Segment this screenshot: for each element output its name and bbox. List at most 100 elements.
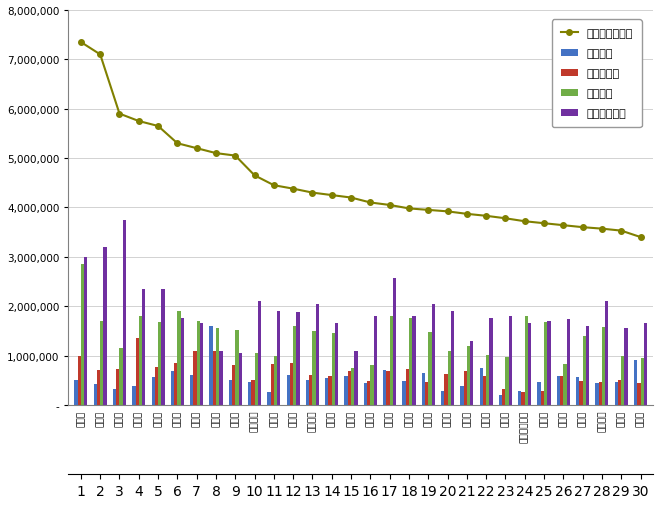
Bar bbox=[537, 382, 541, 405]
Bar bbox=[557, 377, 560, 405]
Bar bbox=[267, 392, 271, 405]
Bar bbox=[583, 336, 586, 405]
브랜드평판지수 bbox=[444, 209, 451, 215]
Bar bbox=[213, 351, 216, 405]
Bar bbox=[483, 376, 486, 405]
Bar bbox=[599, 382, 602, 405]
Bar bbox=[274, 356, 277, 405]
Bar bbox=[100, 321, 104, 405]
브랜드평판지수 bbox=[231, 153, 239, 159]
Bar bbox=[393, 278, 396, 405]
Bar bbox=[412, 317, 416, 405]
브랜드평판지수 bbox=[193, 146, 201, 152]
Bar bbox=[216, 329, 219, 405]
Bar bbox=[463, 372, 467, 405]
Bar bbox=[425, 382, 428, 405]
Bar bbox=[638, 383, 640, 405]
Bar bbox=[119, 348, 123, 405]
브랜드평판지수 bbox=[560, 223, 568, 229]
브랜드평판지수 bbox=[385, 203, 393, 209]
Bar bbox=[422, 374, 425, 405]
Bar bbox=[312, 331, 315, 405]
Bar bbox=[78, 356, 81, 405]
Bar bbox=[354, 351, 358, 405]
Bar bbox=[293, 326, 296, 405]
Bar bbox=[190, 376, 193, 405]
Bar bbox=[586, 326, 589, 405]
Bar bbox=[560, 376, 564, 405]
Bar bbox=[123, 220, 126, 405]
브랜드평판지수 bbox=[174, 141, 182, 147]
Bar bbox=[432, 304, 435, 405]
브랜드평판지수 bbox=[636, 234, 644, 240]
Bar bbox=[178, 312, 181, 405]
브랜드평판지수 bbox=[579, 225, 587, 231]
Bar bbox=[502, 389, 506, 405]
Bar bbox=[200, 324, 203, 405]
Bar bbox=[329, 377, 332, 405]
Bar bbox=[277, 312, 280, 405]
Bar bbox=[181, 319, 184, 405]
Bar bbox=[499, 395, 502, 405]
브랜드평판지수 bbox=[482, 213, 490, 219]
Bar bbox=[235, 331, 238, 405]
Bar bbox=[364, 383, 367, 405]
Bar bbox=[447, 351, 451, 405]
Bar bbox=[296, 313, 300, 405]
Bar bbox=[451, 312, 454, 405]
Bar bbox=[460, 386, 463, 405]
브랜드평판지수 bbox=[366, 200, 374, 206]
Bar bbox=[197, 321, 200, 405]
Bar bbox=[506, 357, 509, 405]
Bar bbox=[116, 370, 119, 405]
Bar bbox=[614, 382, 618, 405]
Bar bbox=[406, 369, 409, 405]
브랜드평판지수 bbox=[540, 221, 548, 227]
Bar bbox=[232, 366, 235, 405]
Bar bbox=[644, 324, 647, 405]
Bar bbox=[325, 378, 329, 405]
Bar bbox=[528, 324, 531, 405]
Bar bbox=[634, 361, 638, 405]
Bar bbox=[640, 358, 643, 405]
Bar bbox=[441, 391, 444, 405]
Bar bbox=[624, 328, 628, 405]
Bar bbox=[161, 289, 164, 405]
Bar bbox=[332, 334, 335, 405]
Bar bbox=[306, 380, 309, 405]
Bar bbox=[544, 322, 547, 405]
Bar bbox=[84, 257, 88, 405]
브랜드평판지수 bbox=[135, 119, 143, 125]
Bar bbox=[389, 317, 393, 405]
Bar bbox=[248, 382, 251, 405]
Bar bbox=[383, 371, 386, 405]
Bar bbox=[174, 363, 178, 405]
브랜드평판지수 bbox=[77, 40, 85, 46]
브랜드평판지수 bbox=[115, 112, 123, 118]
Bar bbox=[142, 289, 145, 405]
Bar bbox=[104, 247, 107, 405]
Bar bbox=[374, 317, 377, 405]
Bar bbox=[309, 376, 312, 405]
Bar bbox=[351, 368, 354, 405]
Bar bbox=[81, 265, 84, 405]
Bar bbox=[370, 366, 374, 405]
Bar bbox=[158, 322, 161, 405]
브랜드평판지수 bbox=[521, 219, 529, 225]
브랜드평판지수 bbox=[154, 124, 162, 130]
Bar bbox=[348, 372, 351, 405]
Bar bbox=[579, 381, 583, 405]
Bar bbox=[621, 356, 624, 405]
브랜드평판지수 bbox=[424, 208, 432, 214]
Bar bbox=[258, 301, 261, 405]
Bar bbox=[521, 392, 525, 405]
Bar bbox=[480, 368, 483, 405]
브랜드평판지수 bbox=[289, 186, 297, 192]
Bar bbox=[193, 351, 197, 405]
Bar bbox=[75, 380, 78, 405]
Bar bbox=[345, 377, 348, 405]
Bar bbox=[576, 377, 579, 405]
브랜드평판지수 bbox=[212, 151, 220, 157]
Bar bbox=[229, 380, 232, 405]
Bar bbox=[547, 321, 550, 405]
